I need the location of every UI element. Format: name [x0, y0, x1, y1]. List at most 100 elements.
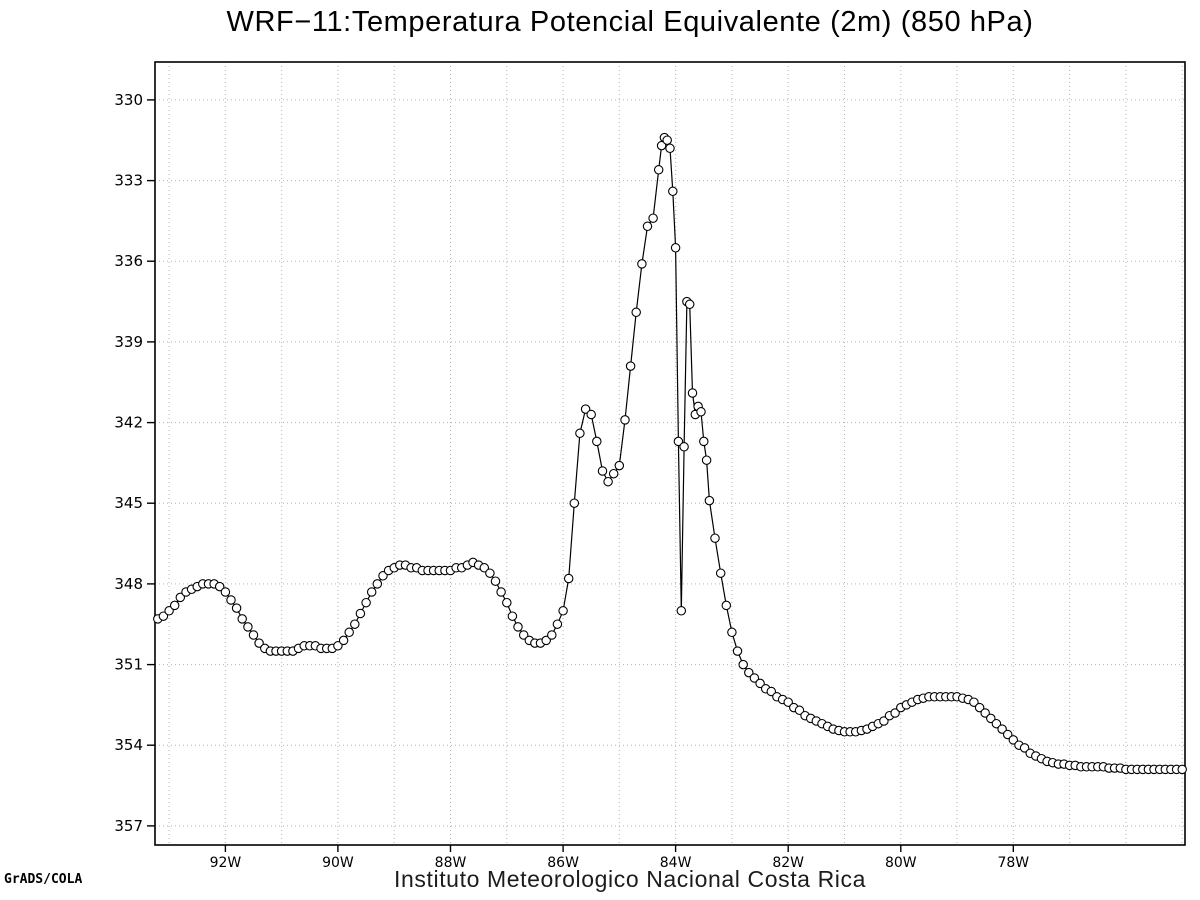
x-tick-label: 90W: [322, 855, 354, 871]
data-point-marker: [794, 705, 805, 716]
data-point-marker: [237, 614, 247, 624]
data-point-marker: [569, 498, 580, 508]
x-tick-label: 88W: [435, 855, 467, 871]
y-tick-label: 354: [114, 736, 143, 754]
x-tick-label: 78W: [997, 855, 1029, 871]
data-point-marker: [997, 724, 1007, 734]
data-point-marker: [507, 611, 518, 621]
data-point-marker: [668, 186, 678, 197]
data-point-marker: [220, 587, 231, 597]
data-point-marker: [727, 627, 737, 638]
grads-credit-label: GrADS/COLA: [4, 872, 83, 887]
data-point-marker: [625, 361, 636, 371]
y-tick-label: 333: [114, 172, 143, 190]
grid-layer: [155, 62, 1185, 845]
series-markers: [153, 132, 1187, 775]
y-tick-label: 345: [114, 494, 143, 512]
data-point-marker: [637, 259, 647, 269]
data-point-marker: [592, 436, 602, 447]
data-point-marker: [518, 630, 529, 640]
data-point-marker: [642, 221, 653, 232]
data-point-marker: [490, 576, 501, 586]
x-tick-label: 82W: [772, 855, 804, 871]
data-point-marker: [226, 595, 236, 605]
data-point-marker: [513, 622, 523, 632]
y-tick-label: 330: [114, 91, 143, 109]
data-point-marker: [687, 388, 698, 398]
data-point-marker: [980, 708, 990, 718]
data-point-marker: [333, 641, 343, 651]
data-point-marker: [783, 697, 793, 707]
data-point-marker: [699, 436, 709, 447]
data-point-marker: [243, 622, 253, 632]
data-point-marker: [648, 213, 658, 223]
chart-subtitle: Instituto Meteorologico Nacional Costa R…: [394, 866, 866, 892]
data-point-marker: [665, 143, 675, 154]
data-point-marker: [738, 659, 748, 670]
y-tick-label: 348: [114, 575, 143, 593]
data-point-marker: [541, 635, 551, 646]
data-point-marker: [721, 600, 732, 611]
data-point-marker: [175, 592, 186, 603]
data-point-marker: [1002, 729, 1013, 740]
data-point-marker: [597, 466, 608, 476]
data-point-marker: [479, 563, 490, 573]
data-point-marker: [248, 630, 259, 640]
data-point-marker: [710, 533, 720, 543]
x-tick-label: 86W: [547, 855, 579, 871]
x-tick-label: 84W: [660, 855, 692, 871]
data-point-marker: [547, 630, 557, 640]
data-point-marker: [158, 611, 169, 621]
data-point-marker: [502, 597, 512, 608]
data-point-marker: [563, 573, 574, 584]
data-point-marker: [991, 718, 1002, 729]
data-point-marker: [580, 404, 591, 414]
plot-border: [154, 61, 1186, 846]
data-point-marker: [355, 608, 366, 619]
tick-marks: [147, 99, 1014, 852]
data-point-marker: [749, 673, 760, 683]
data-point-marker: [366, 587, 377, 597]
data-point-marker: [1008, 735, 1019, 745]
data-point-marker: [603, 476, 613, 487]
data-point-marker: [662, 135, 672, 145]
data-point-marker: [361, 597, 371, 608]
data-point-marker: [338, 635, 349, 646]
data-point-marker: [620, 415, 630, 425]
data-point-marker: [732, 646, 743, 656]
y-tick-label: 351: [114, 656, 143, 674]
data-point-marker: [704, 495, 715, 506]
data-point-marker: [890, 708, 900, 718]
data-point-marker: [653, 165, 664, 175]
data-point-marker: [744, 667, 754, 678]
data-point-marker: [496, 587, 506, 597]
data-point-marker: [344, 627, 354, 638]
data-point-marker: [552, 619, 563, 629]
data-point-marker: [974, 702, 985, 713]
x-tick-label: 92W: [210, 855, 242, 871]
data-point-marker: [164, 606, 174, 616]
y-tick-label: 339: [114, 333, 143, 351]
y-tick-label: 336: [114, 252, 143, 270]
series-line: [157, 137, 1183, 771]
data-point-marker: [608, 468, 619, 479]
data-point-marker: [684, 299, 695, 310]
data-point-marker: [350, 619, 360, 629]
data-point-marker: [1019, 743, 1030, 753]
data-point-marker: [696, 407, 706, 417]
data-point-marker: [670, 243, 681, 253]
data-point-marker: [673, 436, 684, 447]
data-point-marker: [558, 606, 568, 616]
data-point-marker: [614, 460, 625, 471]
data-point-marker: [631, 307, 641, 318]
data-point-marker: [254, 638, 264, 648]
data-point-marker: [231, 603, 242, 613]
data-point-marker: [372, 579, 383, 589]
chart-title: WRF−11:Temperatura Potencial Equivalente…: [226, 6, 1034, 38]
data-point-marker: [701, 455, 712, 465]
data-point-marker: [679, 442, 689, 452]
data-point-marker: [169, 600, 180, 611]
data-point-marker: [676, 606, 687, 616]
